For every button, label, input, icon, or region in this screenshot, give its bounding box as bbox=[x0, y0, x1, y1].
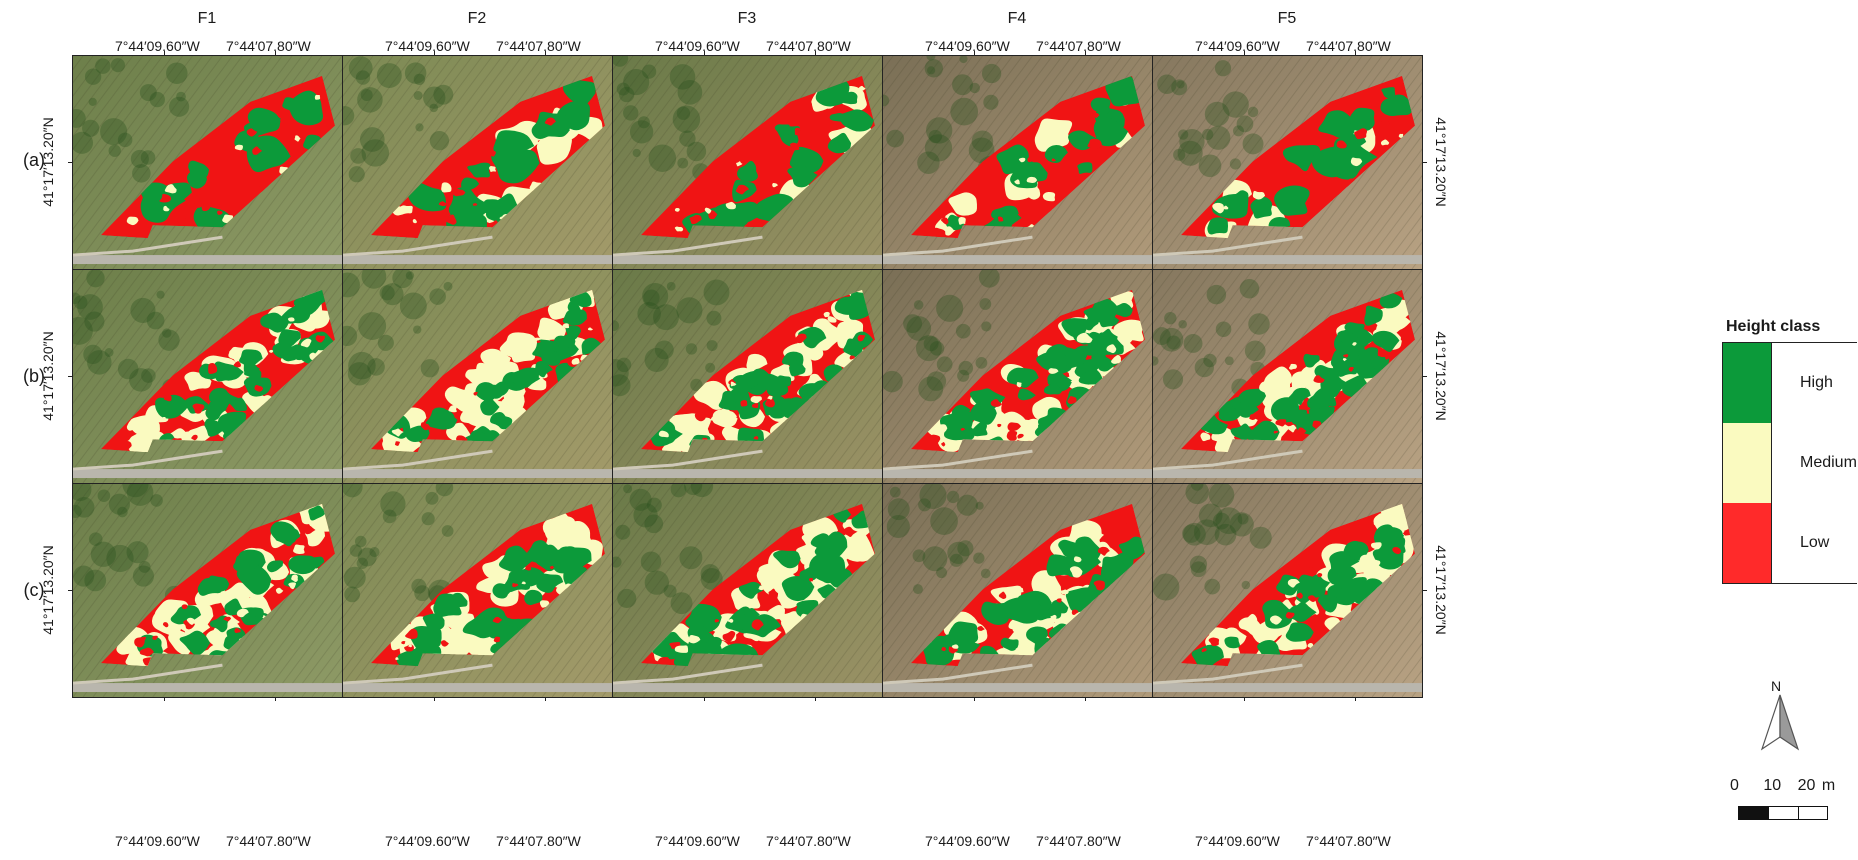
lat-label-left-row-b: 41°17′13.20″N bbox=[40, 331, 56, 421]
legend-item-medium: Medium bbox=[1722, 423, 1857, 503]
lon-tick-mark bbox=[1085, 51, 1086, 55]
lon-tick-mark bbox=[815, 51, 816, 55]
map-panel-f1-row-b bbox=[72, 269, 343, 484]
lon-label-top-f5-2: 7°44′07.80″W bbox=[1306, 38, 1391, 54]
lon-label-bot-f4-2: 7°44′07.80″W bbox=[1036, 833, 1121, 849]
legend-swatch-low bbox=[1722, 503, 1772, 583]
lon-label-top-f2-1: 7°44′09.60″W bbox=[385, 38, 470, 54]
lon-label-top-f1-2: 7°44′07.80″W bbox=[226, 38, 311, 54]
map-panel-f5-row-b bbox=[1152, 269, 1423, 484]
lon-label-bot-f2-2: 7°44′07.80″W bbox=[496, 833, 581, 849]
lon-tick-mark bbox=[1355, 697, 1356, 701]
lon-tick-mark bbox=[275, 51, 276, 55]
legend-label-high: High bbox=[1800, 374, 1833, 391]
lon-tick-mark bbox=[704, 697, 705, 701]
scale-label-20: 20 m bbox=[1797, 777, 1836, 794]
row-label-a: (a) bbox=[23, 150, 45, 170]
lon-label-top-f4-1: 7°44′09.60″W bbox=[925, 38, 1010, 54]
legend-label-medium: Medium bbox=[1800, 454, 1857, 471]
lon-label-bot-f5-1: 7°44′09.60″W bbox=[1195, 833, 1280, 849]
map-panel-f1-row-a bbox=[72, 55, 343, 270]
lon-tick-mark bbox=[815, 697, 816, 701]
map-panel-f3-row-a bbox=[612, 55, 883, 270]
scale-bar-labels: 0 10 20 m bbox=[1730, 777, 1835, 795]
lon-label-bot-f2-1: 7°44′09.60″W bbox=[385, 833, 470, 849]
column-header-f5: F5 bbox=[1277, 10, 1297, 27]
map-panel-f3-row-c bbox=[612, 483, 883, 698]
legend-title: Height class bbox=[1726, 318, 1821, 335]
lon-label-top-f4-2: 7°44′07.80″W bbox=[1036, 38, 1121, 54]
lon-tick-mark bbox=[545, 697, 546, 701]
lon-tick-mark bbox=[1355, 51, 1356, 55]
legend-label-low: Low bbox=[1800, 534, 1830, 551]
lon-tick-mark bbox=[545, 51, 546, 55]
map-panel-f5-row-a bbox=[1152, 55, 1423, 270]
lon-tick-mark bbox=[434, 51, 435, 55]
lon-tick-mark bbox=[704, 51, 705, 55]
map-panel-f2-row-b bbox=[342, 269, 613, 484]
lat-tick-mark bbox=[68, 590, 72, 591]
map-panel-f3-row-b bbox=[612, 269, 883, 484]
lon-label-top-f5-1: 7°44′09.60″W bbox=[1195, 38, 1280, 54]
legend-box: High Medium Low bbox=[1722, 342, 1857, 584]
lat-tick-mark bbox=[68, 162, 72, 163]
scale-bar bbox=[1738, 806, 1828, 820]
lon-label-bot-f3-2: 7°44′07.80″W bbox=[766, 833, 851, 849]
lon-label-bot-f3-1: 7°44′09.60″W bbox=[655, 833, 740, 849]
lon-label-top-f3-1: 7°44′09.60″W bbox=[655, 38, 740, 54]
lon-tick-mark bbox=[164, 697, 165, 701]
lat-tick-mark bbox=[1423, 590, 1427, 591]
lon-tick-mark bbox=[1244, 697, 1245, 701]
lon-label-bot-f5-2: 7°44′07.80″W bbox=[1306, 833, 1391, 849]
lat-label-left-row-a: 41°17′13.20″N bbox=[40, 117, 56, 207]
legend-item-high: High bbox=[1722, 343, 1857, 423]
lon-tick-mark bbox=[434, 697, 435, 701]
map-panel-f4-row-a bbox=[882, 55, 1153, 270]
column-header-f2: F2 bbox=[467, 10, 487, 27]
column-header-f1: F1 bbox=[197, 10, 217, 27]
lon-label-top-f3-2: 7°44′07.80″W bbox=[766, 38, 851, 54]
lat-tick-mark bbox=[1423, 162, 1427, 163]
lat-tick-mark bbox=[68, 376, 72, 377]
height-class-legend: Height class High Medium Low bbox=[1722, 318, 1857, 588]
lat-tick-mark bbox=[1423, 376, 1427, 377]
lon-tick-mark bbox=[275, 697, 276, 701]
map-panel-f2-row-c bbox=[342, 483, 613, 698]
lon-label-top-f2-2: 7°44′07.80″W bbox=[496, 38, 581, 54]
row-label-c: (c) bbox=[23, 580, 45, 600]
scale-label-10: 10 bbox=[1763, 777, 1782, 794]
lon-tick-mark bbox=[1244, 51, 1245, 55]
legend-item-low: Low bbox=[1722, 503, 1857, 583]
legend-swatch-medium bbox=[1722, 423, 1772, 503]
lon-label-bot-f1-2: 7°44′07.80″W bbox=[226, 833, 311, 849]
lat-label-right-row-a: 41°17′13.20″N bbox=[1433, 117, 1449, 207]
legend-swatch-high bbox=[1722, 343, 1772, 423]
lat-label-right-row-c: 41°17′13.20″N bbox=[1433, 545, 1449, 635]
map-panel-f4-row-b bbox=[882, 269, 1153, 484]
row-label-b: (b) bbox=[23, 366, 45, 386]
lat-label-left-row-c: 41°17′13.20″N bbox=[40, 545, 56, 635]
lon-label-top-f1-1: 7°44′09.60″W bbox=[115, 38, 200, 54]
north-arrow-icon bbox=[1760, 694, 1800, 751]
map-panel-f1-row-c bbox=[72, 483, 343, 698]
lon-tick-mark bbox=[974, 697, 975, 701]
lon-tick-mark bbox=[974, 51, 975, 55]
lon-tick-mark bbox=[1085, 697, 1086, 701]
map-panel-f4-row-c bbox=[882, 483, 1153, 698]
map-panel-f2-row-a bbox=[342, 55, 613, 270]
lat-label-right-row-b: 41°17′13.20″N bbox=[1433, 331, 1449, 421]
lon-tick-mark bbox=[164, 51, 165, 55]
lon-label-bot-f4-1: 7°44′09.60″W bbox=[925, 833, 1010, 849]
scale-label-0: 0 bbox=[1730, 777, 1739, 794]
map-panel-f5-row-c bbox=[1152, 483, 1423, 698]
column-header-f4: F4 bbox=[1007, 10, 1027, 27]
north-label: N bbox=[1771, 678, 1782, 694]
lon-label-bot-f1-1: 7°44′09.60″W bbox=[115, 833, 200, 849]
column-header-f3: F3 bbox=[737, 10, 757, 27]
